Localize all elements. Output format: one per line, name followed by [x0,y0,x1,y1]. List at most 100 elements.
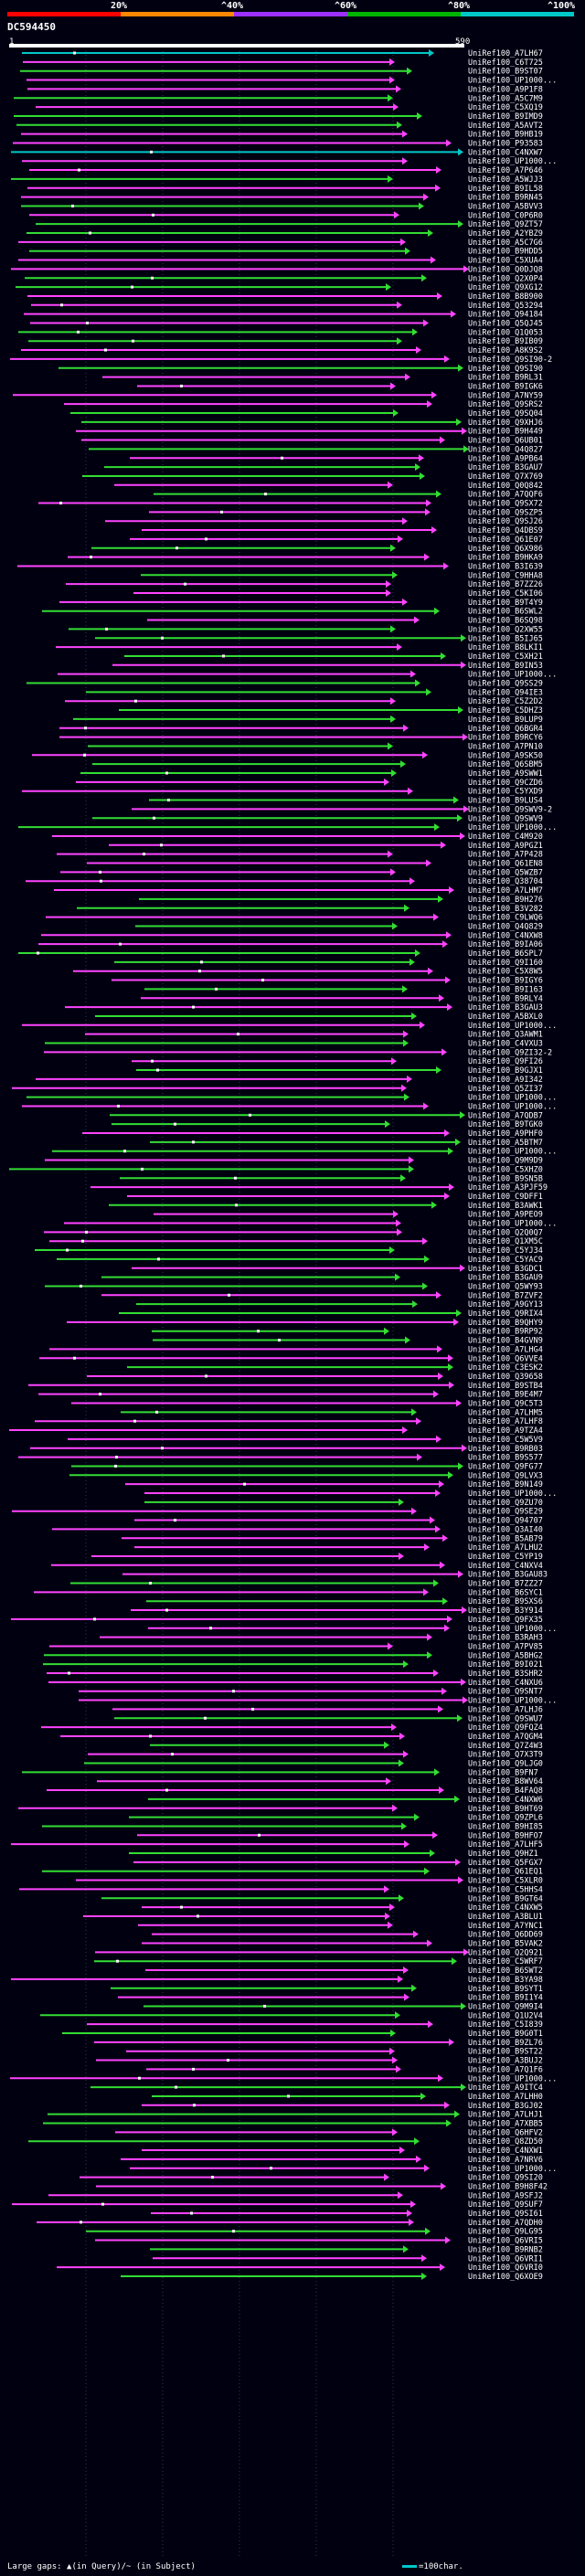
hit-arrow-25 [421,274,427,282]
gap-marker-206 [180,1905,183,1909]
hit-arrow-48 [388,481,393,489]
hit-label-85: UniRef100_Q9SWV9 [468,814,543,823]
gap-marker-28 [60,303,63,307]
hit-arrow-1 [389,58,395,66]
hit-arrow-71 [426,688,431,696]
hit-arrow-59 [386,580,391,588]
hit-label-39: UniRef100_Q9SRS2 [468,400,543,409]
gap-marker-138 [228,1293,230,1297]
hit-label-59: UniRef100_B7ZZ26 [468,580,543,589]
hit-arrow-111 [441,1048,447,1056]
hit-arrow-221 [449,2038,454,2046]
gap-marker-104 [215,987,218,991]
gap-marker-67 [222,654,225,658]
gap-marker-103 [261,979,264,982]
hit-arrow-62 [434,607,440,615]
hit-label-57: UniRef100_B3I639 [468,562,543,571]
hit-label-51: UniRef100_Q9SZP5 [468,508,543,517]
gap-marker-184 [251,1707,254,1711]
hit-arrow-212 [452,1957,457,1966]
hit-label-78: UniRef100_A9SK50 [468,751,543,760]
hit-label-168: UniRef100_C4NXV4 [468,1562,543,1571]
hit-label-214: UniRef100_B3YA98 [468,1976,543,1985]
hit-arrow-134 [424,1255,430,1263]
hit-label-98: UniRef100_C4NXW8 [468,931,543,940]
hit-label-60: UniRef100_C5KI06 [468,589,543,599]
hit-arrow-8 [397,121,402,129]
hit-label-69: UniRef100_UP1000... [468,671,557,680]
hit-label-243: UniRef100_Q6VRI5 [468,2237,543,2246]
hit-arrow-83 [453,796,459,804]
hit-arrow-150 [456,1399,462,1407]
hit-arrow-147 [438,1372,443,1380]
hit-arrow-113 [436,1066,441,1075]
hit-arrow-115 [401,1084,407,1092]
gap-marker-212 [116,1959,119,1963]
hit-arrow-118 [460,1111,465,1119]
hit-label-232: UniRef100_Q8ZD50 [468,2137,543,2147]
hit-arrow-218 [395,2011,400,2019]
hit-label-7: UniRef100_B9IMD9 [468,112,543,122]
hit-label-132: UniRef100_Q1XM5C [468,1237,543,1246]
gap-marker-180 [68,1671,70,1675]
hit-label-149: UniRef100_B9E4M7 [468,1391,543,1400]
hit-label-103: UniRef100_B9IGY6 [468,977,543,986]
gap-marker-240 [190,2211,193,2215]
hit-label-111: UniRef100_Q9ZI32-2 [468,1048,552,1057]
hit-label-4: UniRef100_A9P1F8 [468,85,543,94]
hit-label-161: UniRef100_Q9ZU70 [468,1499,543,1508]
hit-arrow-124 [409,1165,414,1173]
hit-label-5: UniRef100_A5C7M9 [468,94,543,103]
hit-label-207: UniRef100_A3BLU1 [468,1913,543,1922]
hit-label-145: UniRef100_Q6VVE4 [468,1354,543,1363]
hit-arrow-170 [433,1579,439,1587]
hit-arrow-116 [404,1093,410,1101]
hit-label-48: UniRef100_Q0Q842 [468,482,543,491]
hit-arrow-243 [445,2236,451,2244]
hit-label-222: UniRef100_B9ST22 [468,2048,543,2057]
hit-arrow-26 [386,283,391,292]
hit-label-187: UniRef100_A7QGM4 [468,1733,543,1742]
hit-arrow-166 [424,1543,430,1552]
ruler-start-label: 1 [9,37,15,47]
hit-arrow-18 [394,211,399,219]
hit-arrow-235 [424,2164,430,2172]
hit-label-216: UniRef100_B9I1Y4 [468,1994,543,2003]
hit-arrow-96 [433,913,439,921]
hit-label-95: UniRef100_B3V282 [468,905,543,914]
legend-seg-100 [461,12,574,16]
hit-arrow-142 [384,1327,389,1335]
gap-marker-147 [205,1374,207,1378]
hit-label-179: UniRef100_B9I021 [468,1660,543,1670]
hit-label-56: UniRef100_B9HKA9 [468,554,543,563]
hit-label-158: UniRef100_Q9LVX3 [468,1471,543,1480]
hit-arrow-75 [403,724,409,732]
hit-arrow-162 [411,1507,417,1515]
gap-marker-65 [161,636,164,640]
hit-label-173: UniRef100_B3Y914 [468,1606,543,1616]
hit-arrow-182 [441,1687,447,1695]
hit-arrow-80 [391,769,397,777]
gap-marker-224 [192,2067,195,2071]
hit-label-92: UniRef100_Q38704 [468,877,543,886]
hit-arrow-217 [461,2002,466,2010]
hit-label-154: UniRef100_C5W5V9 [468,1436,543,1445]
hit-label-229: UniRef100_A7LHJ1 [468,2111,543,2120]
hit-arrow-154 [436,1435,441,1443]
gap-marker-137 [80,1284,82,1288]
hit-arrow-143 [405,1336,410,1344]
hit-arrow-231 [392,2128,398,2136]
hit-arrow-21 [400,238,406,246]
hit-arrow-128 [431,1201,437,1209]
hit-label-180: UniRef100_B3SHR2 [468,1670,543,1679]
hit-label-209: UniRef100_Q6DD69 [468,1931,543,1940]
hit-arrow-33 [416,346,421,355]
hit-arrow-126 [449,1183,454,1192]
hit-label-240: UniRef100_Q9SI61 [468,2210,543,2219]
hit-label-64: UniRef100_Q2XW55 [468,625,543,634]
hit-label-174: UniRef100_Q9FX35 [468,1616,543,1625]
hit-arrow-201 [455,1858,461,1866]
legend-label-100: ^100% [547,1,576,11]
gap-marker-50 [59,502,62,504]
gap-marker-78 [83,753,86,757]
